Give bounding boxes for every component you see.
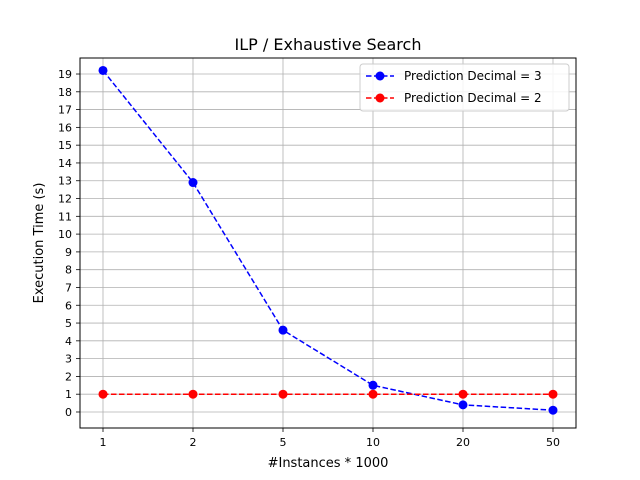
- y-tick-label: 17: [58, 104, 72, 117]
- x-tick-label: 2: [190, 436, 197, 449]
- y-tick-label: 12: [58, 193, 72, 206]
- data-point-series-2: [278, 389, 288, 399]
- y-tick-label: 0: [65, 406, 72, 419]
- y-axis-label: Execution Time (s): [32, 183, 47, 304]
- data-point-series-1: [98, 65, 108, 75]
- x-tick-label: 50: [546, 436, 560, 449]
- chart-title: ILP / Exhaustive Search: [235, 35, 422, 54]
- y-tick-label: 18: [58, 86, 72, 99]
- plot-area-frame: [79, 57, 577, 429]
- legend-label-2: Prediction Decimal = 2: [404, 91, 542, 105]
- y-tick-label: 15: [58, 139, 72, 152]
- data-point-series-2: [188, 389, 198, 399]
- data-point-series-2: [458, 389, 468, 399]
- y-tick-label: 2: [65, 370, 72, 383]
- series-layer: [98, 65, 558, 415]
- x-axis-label: #Instances * 1000: [268, 456, 389, 471]
- y-tick-label: 9: [65, 246, 72, 259]
- y-tick-label: 11: [58, 210, 72, 223]
- data-point-series-1: [548, 405, 558, 415]
- x-tick-label: 5: [280, 436, 287, 449]
- legend-label-1: Prediction Decimal = 3: [404, 69, 542, 83]
- y-tick-label: 4: [65, 335, 72, 348]
- y-tick-label: 14: [58, 157, 72, 170]
- y-tick-label: 3: [65, 353, 72, 366]
- legend-box: [359, 63, 570, 112]
- series-line-1: [102, 69, 554, 411]
- data-point-series-2: [98, 389, 108, 399]
- y-tick-label: 10: [58, 228, 72, 241]
- y-tick-label: 5: [65, 317, 72, 330]
- y-tick-label: 1: [65, 388, 72, 401]
- data-point-series-1: [188, 178, 198, 188]
- y-tick-label: 16: [58, 121, 72, 134]
- x-tick-label: 1: [100, 436, 107, 449]
- y-tick-label: 8: [65, 264, 72, 277]
- y-tick-label: 6: [65, 299, 72, 312]
- legend-marker-2: [375, 93, 385, 103]
- legend: Prediction Decimal = 3 Prediction Decimal…: [359, 63, 570, 112]
- data-point-series-2: [368, 389, 378, 399]
- x-tick-label: 10: [366, 436, 380, 449]
- data-point-series-2: [548, 389, 558, 399]
- y-tick-label: 13: [58, 175, 72, 188]
- data-point-series-1: [368, 380, 378, 390]
- x-tick-label: 20: [456, 436, 470, 449]
- y-tick-label: 19: [58, 68, 72, 81]
- data-point-series-1: [458, 400, 468, 410]
- data-point-series-1: [278, 325, 288, 335]
- y-tick-label: 7: [65, 281, 72, 294]
- legend-marker-1: [375, 71, 385, 81]
